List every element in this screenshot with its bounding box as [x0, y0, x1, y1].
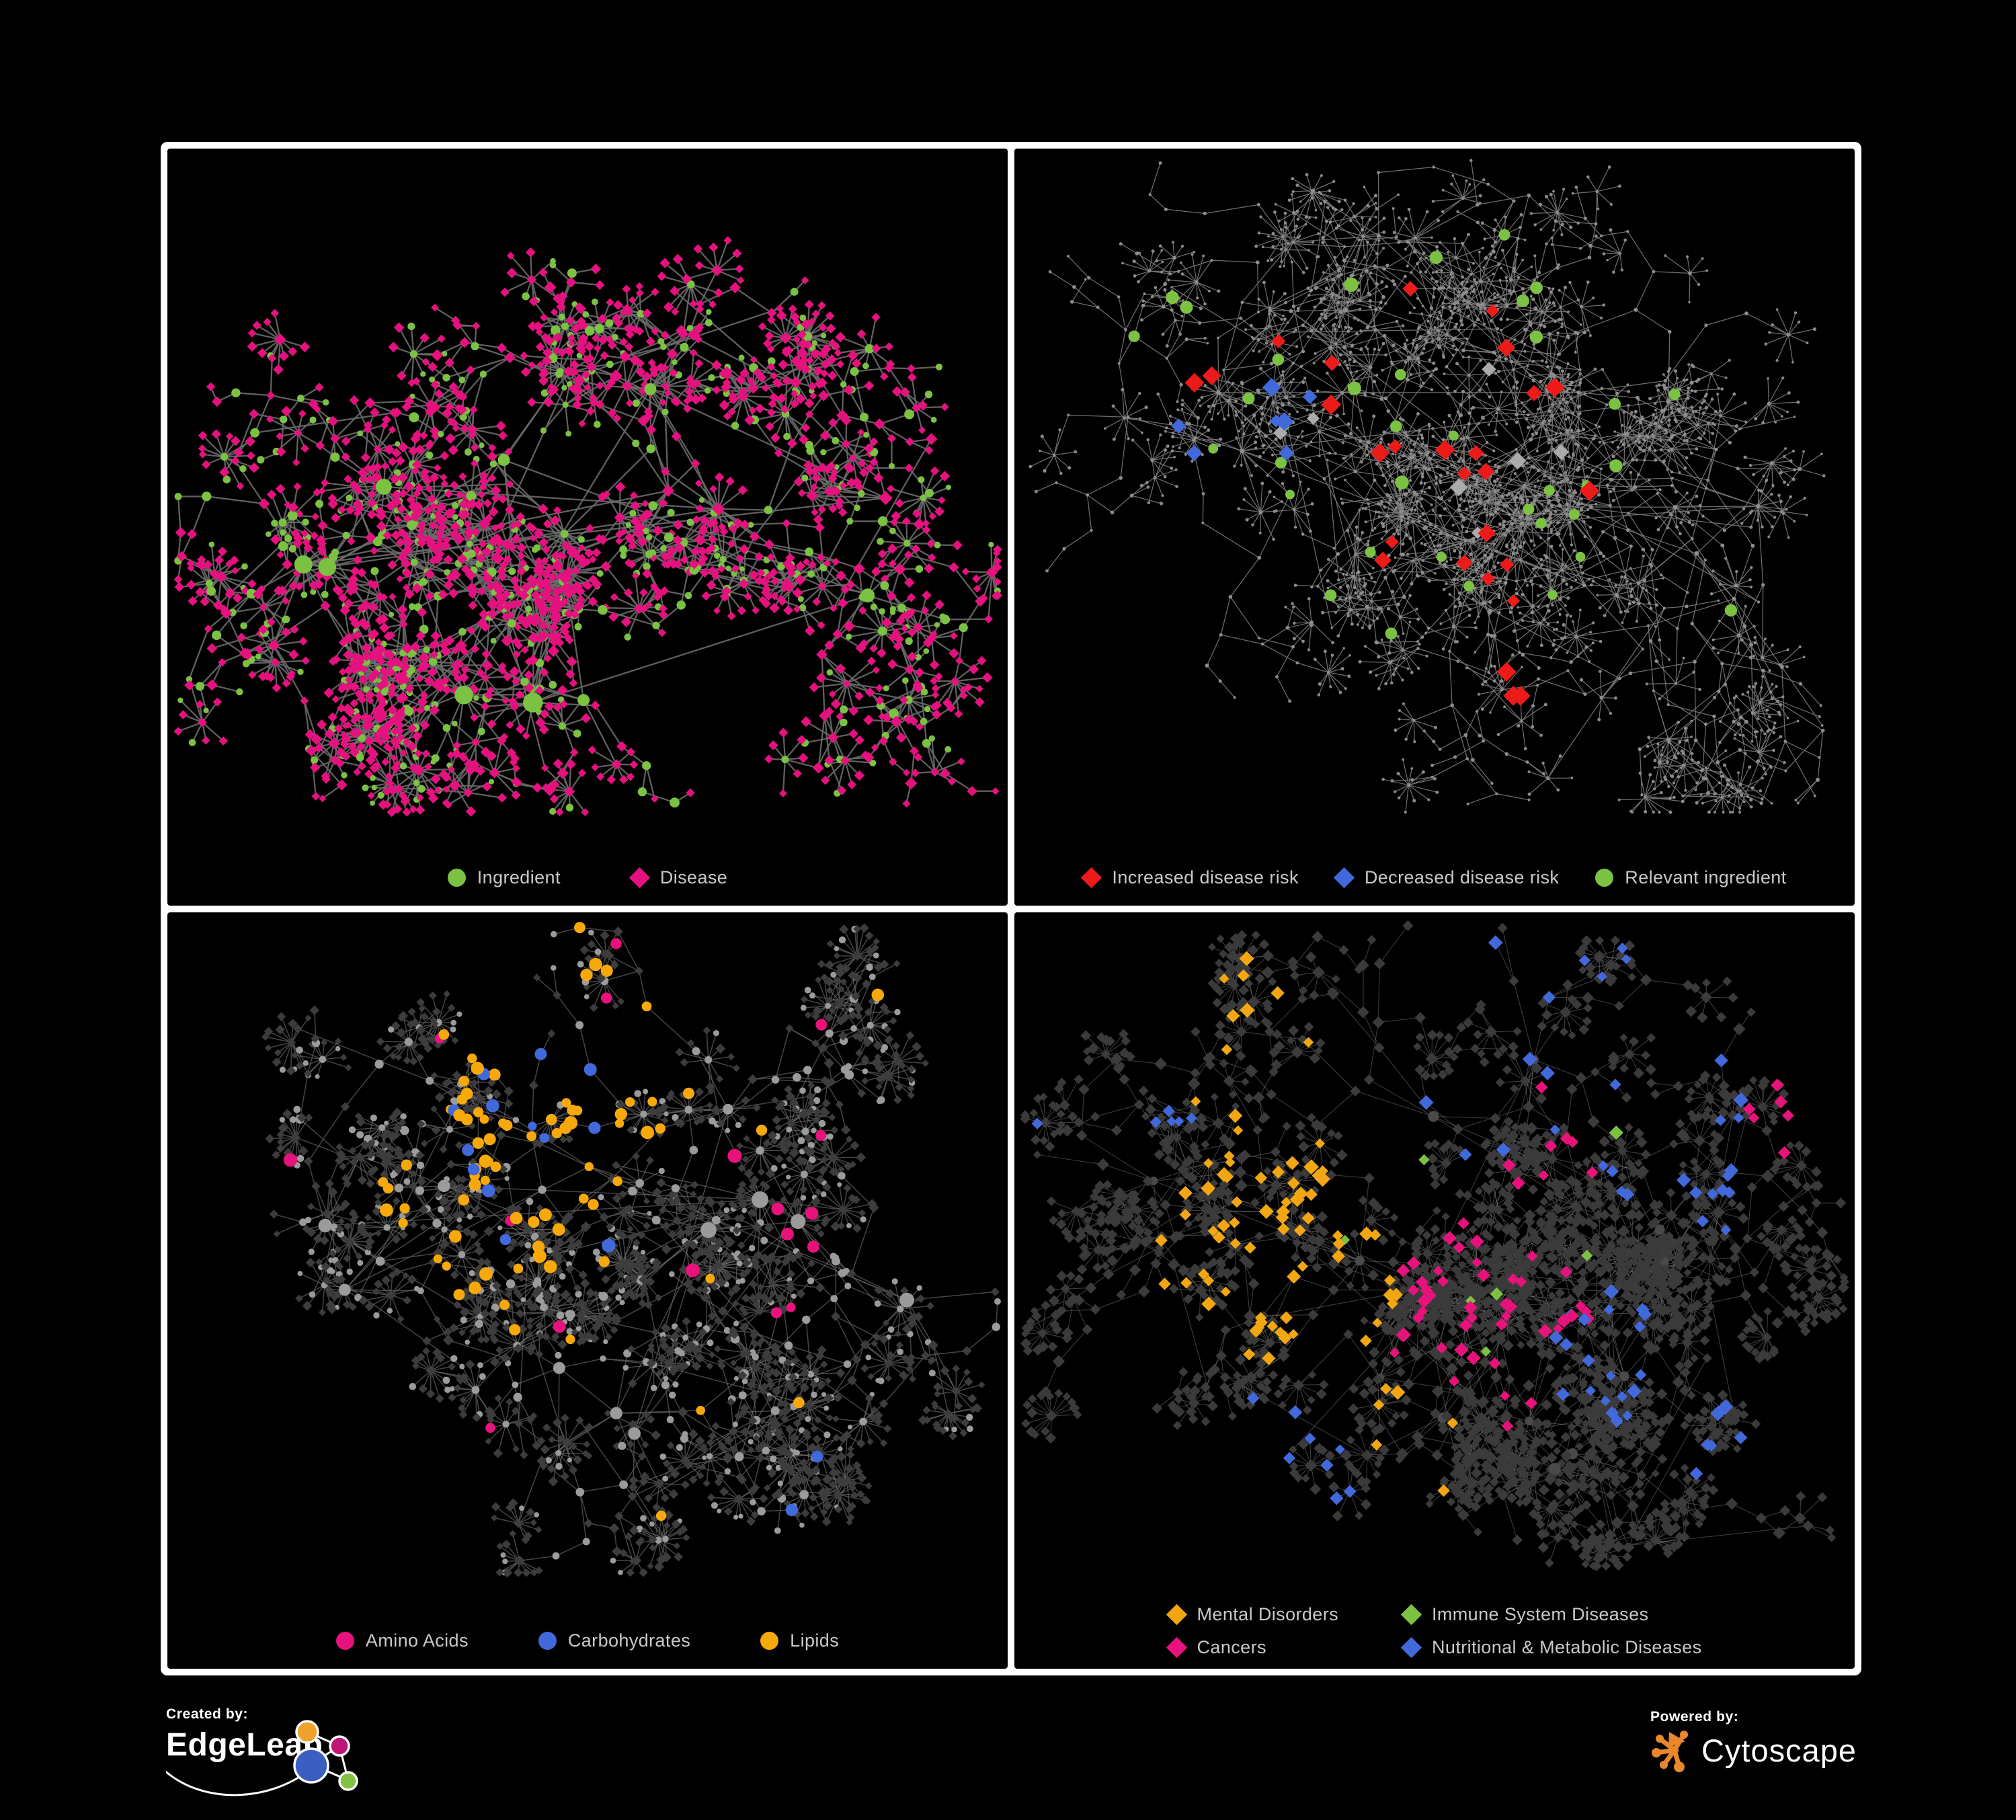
network-ingredient-disease [173, 236, 1003, 818]
legend-item: Mental Disorders [1166, 1604, 1338, 1626]
disease-marker-icon [629, 867, 651, 888]
legend-label: Decreased disease risk [1364, 867, 1560, 887]
legend-item: Immune System Diseases [1400, 1604, 1701, 1626]
cytoscape-logo-text: Cytoscape [1701, 1732, 1857, 1768]
mental-disorders-marker-icon [1166, 1604, 1187, 1626]
legend-ingredient-disease: Ingredient Disease [167, 867, 1008, 888]
legend-label: Amino Acids [365, 1630, 469, 1651]
cytoscape-credit: Powered by: Cytoscape [1650, 1709, 1857, 1772]
legend-label: Mental Disorders [1197, 1604, 1338, 1624]
network-disease-risk [1029, 159, 1826, 814]
legend-item: Carbohydrates [538, 1630, 690, 1651]
lipids-marker-icon [760, 1632, 779, 1650]
legend-label: Disease [659, 867, 728, 887]
panel-grid: Ingredient Disease Increased disease ris… [161, 142, 1861, 1675]
legend-nutrient-classes: Amino Acids Carbohydrates Lipids [167, 1630, 1008, 1651]
legend-label: Cancers [1197, 1637, 1266, 1657]
legend-item: Relevant ingredient [1595, 867, 1786, 888]
panel-disease-classes: Mental Disorders Immune System Diseases … [1014, 912, 1855, 1669]
legend-item: Ingredient [447, 867, 561, 888]
legend-item: Nutritional & Metabolic Diseases [1400, 1636, 1702, 1659]
cytoscape-logo-row: Cytoscape [1650, 1728, 1857, 1772]
legend-item: Disease [629, 867, 728, 888]
relevant-ingredient-marker-icon [1595, 868, 1614, 887]
legend-label: Relevant ingredient [1625, 867, 1787, 887]
panel-ingredient-disease: Ingredient Disease [167, 149, 1008, 906]
legend-label: Carbohydrates [567, 1630, 691, 1651]
legend-label: Immune System Diseases [1432, 1604, 1649, 1624]
legend-label: Nutritional & Metabolic Diseases [1432, 1637, 1702, 1657]
legend-item: Cancers [1166, 1636, 1338, 1659]
network-nutrient-classes [261, 921, 1001, 1577]
edgeleap-logo-icon [166, 1720, 358, 1796]
amino-acids-marker-icon [335, 1632, 354, 1650]
powered-by-label: Powered by: [1650, 1709, 1739, 1725]
immune-diseases-marker-icon [1400, 1604, 1422, 1626]
network-disease-classes [1020, 920, 1849, 1571]
legend-label: Ingredient [477, 867, 561, 887]
legend-disease-risk: Increased disease risk Decreased disease… [1014, 867, 1855, 888]
legend-item: Increased disease risk [1081, 867, 1299, 888]
edgeleap-credit: Created by: EdgeLeap [166, 1706, 542, 1814]
legend-disease-classes: Mental Disorders Immune System Diseases … [1014, 1604, 1855, 1659]
legend-label: Lipids [790, 1630, 840, 1651]
legend-item: Decreased disease risk [1333, 867, 1560, 888]
cytoscape-logo-icon [1651, 1731, 1688, 1772]
carbohydrates-marker-icon [538, 1632, 557, 1650]
created-by-label: Created by: [166, 1706, 249, 1722]
legend-label: Increased disease risk [1112, 867, 1299, 887]
decreased-risk-marker-icon [1333, 867, 1355, 888]
cancers-marker-icon [1166, 1636, 1187, 1659]
legend-item: Amino Acids [335, 1630, 469, 1651]
panel-nutrient-classes: Amino Acids Carbohydrates Lipids [167, 912, 1008, 1669]
increased-risk-marker-icon [1081, 867, 1102, 888]
panel-disease-risk: Increased disease risk Decreased disease… [1014, 149, 1855, 906]
metabolic-diseases-marker-icon [1400, 1636, 1422, 1659]
ingredient-marker-icon [447, 868, 466, 887]
legend-item: Lipids [760, 1630, 839, 1651]
